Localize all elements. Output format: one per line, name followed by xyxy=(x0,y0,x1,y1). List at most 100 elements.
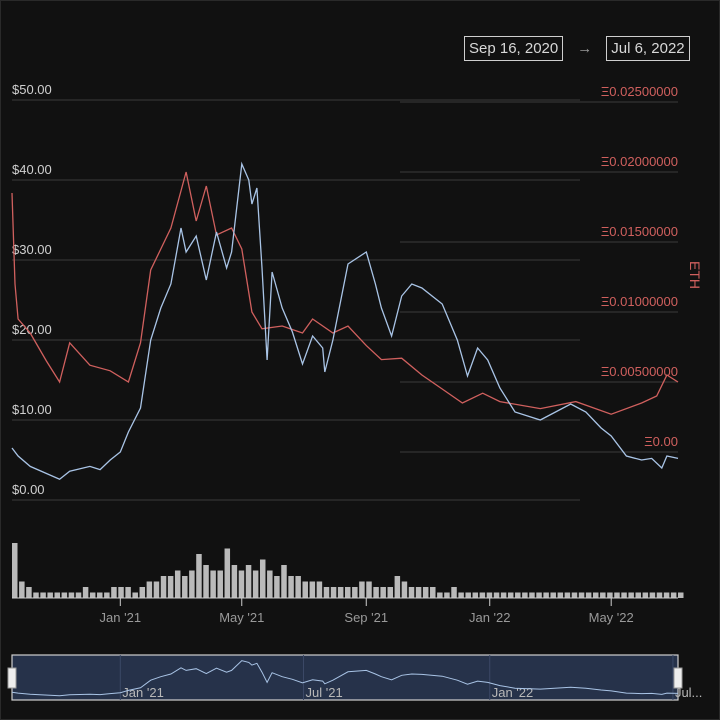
volume-bar xyxy=(430,587,436,598)
end-date-input[interactable]: Jul 6, 2022 xyxy=(606,36,690,61)
volume-bar xyxy=(47,592,53,598)
volume-bar xyxy=(479,592,486,598)
volume-bar xyxy=(302,581,308,598)
volume-bar xyxy=(451,587,457,598)
volume-bar xyxy=(12,543,18,598)
x-tick-label: Sep '21 xyxy=(344,610,388,625)
volume-bar xyxy=(670,592,677,598)
volume-bar xyxy=(458,592,464,598)
volume-bar xyxy=(104,592,110,598)
volume-bar xyxy=(359,581,365,598)
volume-bar xyxy=(401,581,408,598)
x-tick-label: May '22 xyxy=(589,610,634,625)
volume-bar xyxy=(422,587,429,598)
x-tick-label: Jan '21 xyxy=(100,610,142,625)
volume-bar xyxy=(486,592,493,598)
volume-bar xyxy=(663,592,670,598)
navigator-right-handle[interactable] xyxy=(673,667,683,689)
left-axis: $0.00 $10.00 $20.00 $30.00 $40.00 $50.00 xyxy=(12,82,52,497)
volume-bar xyxy=(210,570,216,598)
volume-bar xyxy=(500,592,507,598)
right-axis: Ξ0.00 Ξ0.00500000 Ξ0.01000000 Ξ0.01500000 Ξ0… xyxy=(601,84,678,449)
volume-bar xyxy=(366,581,372,598)
volume-bar xyxy=(649,592,656,598)
volume-bar xyxy=(238,570,245,598)
volume-bar xyxy=(281,565,287,598)
volume-bar xyxy=(19,581,25,598)
volume-bar xyxy=(557,592,564,598)
volume-bar xyxy=(97,592,103,598)
volume-bar xyxy=(316,581,323,598)
volume-bar xyxy=(146,581,153,598)
volume-bar xyxy=(82,587,89,598)
volume-bar xyxy=(153,581,160,598)
eth-price-line xyxy=(11,171,679,415)
navigator[interactable]: Jan '21 Jul '21 Jan '22 Jul... xyxy=(7,654,702,701)
volume-bar xyxy=(245,565,252,598)
volume-bar xyxy=(295,576,301,598)
volume-bar xyxy=(68,592,75,598)
volume-bar xyxy=(635,592,641,598)
right-tick-label: Ξ0.02500000 xyxy=(601,84,678,99)
volume-bar xyxy=(352,587,358,598)
left-tick-label: $10.00 xyxy=(12,402,52,417)
volume-bar xyxy=(89,592,96,598)
volume-bar xyxy=(231,565,238,598)
right-axis-label: ETH xyxy=(687,261,703,289)
arrow-right-icon: → xyxy=(577,40,593,57)
volume-bar xyxy=(125,587,131,598)
volume-bar xyxy=(415,587,422,598)
right-tick-label: Ξ0.00500000 xyxy=(601,364,678,379)
volume-bar xyxy=(182,576,188,598)
volume-bar xyxy=(493,592,500,598)
volume-bar xyxy=(217,570,223,598)
volume-bar xyxy=(444,592,450,598)
volume-bar xyxy=(288,576,294,598)
volume-bar xyxy=(678,592,684,598)
volume-bar xyxy=(380,587,386,598)
volume-bar xyxy=(54,592,61,598)
start-date-input[interactable]: Sep 16, 2020 xyxy=(464,36,564,61)
volume-bar xyxy=(642,592,649,598)
volume-bar xyxy=(437,592,443,598)
volume-bar xyxy=(507,592,514,598)
volume-bar xyxy=(522,592,528,598)
volume-bar xyxy=(203,565,209,598)
volume-bar xyxy=(33,592,39,598)
volume-bar xyxy=(252,570,259,598)
volume-bar xyxy=(111,587,117,598)
volume-bar xyxy=(394,576,401,598)
volume-bar xyxy=(536,592,542,598)
volume-bar xyxy=(614,592,620,598)
volume-bar xyxy=(373,587,379,598)
right-tick-label: Ξ0.01500000 xyxy=(601,224,678,239)
navigator-axis: Jan '21 Jul '21 Jan '22 Jul... xyxy=(119,655,702,700)
navigator-left-handle[interactable] xyxy=(7,667,17,689)
left-tick-label: $40.00 xyxy=(12,162,52,177)
right-tick-label: Ξ0.02000000 xyxy=(601,154,678,169)
right-tick-label: Ξ0.00 xyxy=(644,434,678,449)
volume-bar xyxy=(118,587,124,598)
volume-bar xyxy=(61,592,68,598)
volume-bar xyxy=(40,592,46,598)
volume-bar xyxy=(224,548,231,598)
left-tick-label: $20.00 xyxy=(12,322,52,337)
volume-bar xyxy=(330,587,337,598)
volume-bars xyxy=(12,543,684,598)
volume-bar xyxy=(607,592,613,598)
volume-bar xyxy=(75,592,82,598)
volume-bar xyxy=(592,592,599,598)
usd-price-line xyxy=(11,161,679,480)
volume-bar xyxy=(132,592,138,598)
volume-bar xyxy=(472,592,479,598)
x-tick-label: Jan '22 xyxy=(469,610,511,625)
navigator-tick-label: Jul... xyxy=(675,685,702,700)
date-range-selector: Sep 16, 2020 → Jul 6, 2022 xyxy=(464,36,690,61)
volume-bar xyxy=(515,592,521,598)
volume-bar xyxy=(196,554,202,598)
left-tick-label: $50.00 xyxy=(12,82,52,97)
navigator-line xyxy=(11,660,679,697)
x-tick-label: May '21 xyxy=(219,610,264,625)
volume-bar xyxy=(174,570,181,598)
